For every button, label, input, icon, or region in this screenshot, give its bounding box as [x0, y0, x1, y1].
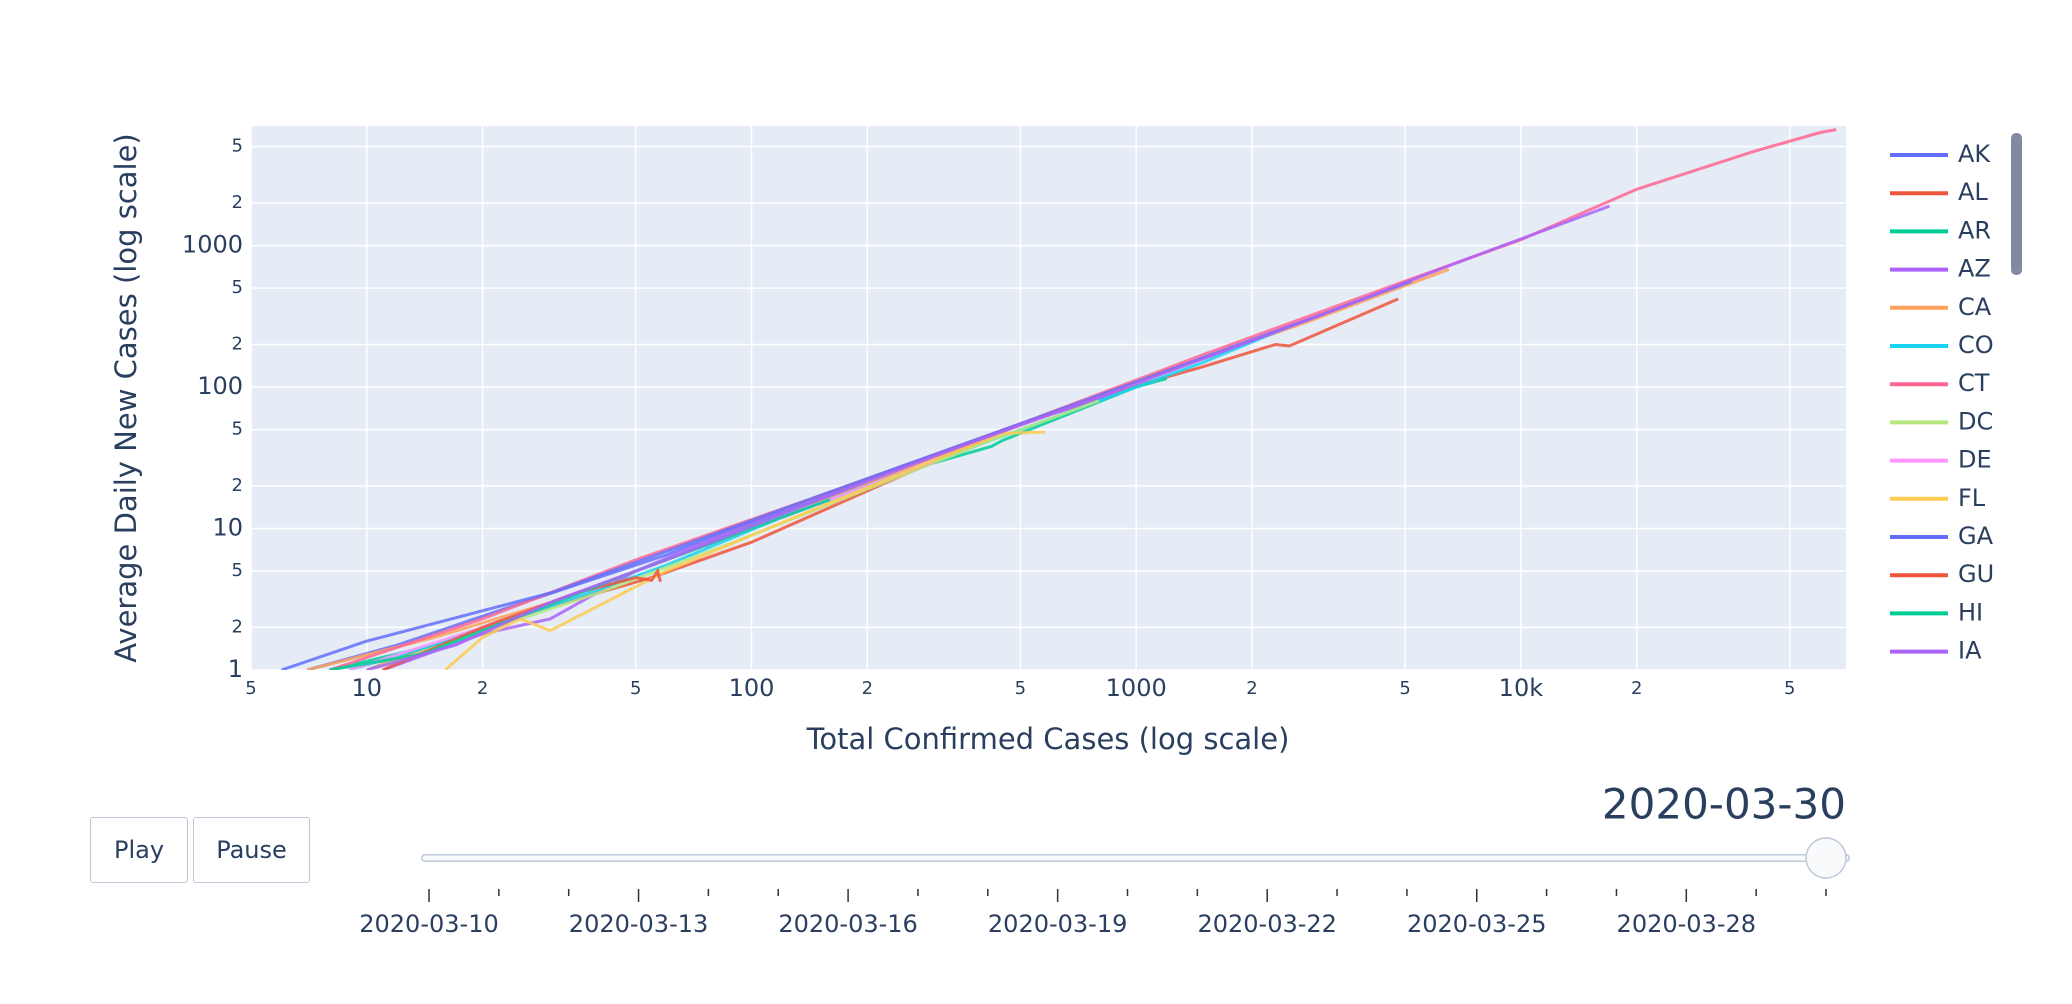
slider-tick-label: 2020-03-22	[1197, 910, 1336, 938]
y-tick-label: 5	[232, 560, 243, 581]
legend-label: DE	[1958, 446, 1992, 474]
x-tick-label: 2	[862, 678, 873, 699]
series-line	[444, 430, 1046, 670]
x-tick-label: 5	[1015, 678, 1026, 699]
slider-current-value: 2020-03-30	[1602, 780, 1846, 829]
legend-scrollbar[interactable]	[2011, 133, 2022, 275]
x-tick-label: 5	[245, 678, 256, 699]
play-button[interactable]: Play	[90, 817, 188, 883]
y-tick-label: 1	[228, 655, 243, 683]
series-line	[366, 204, 1611, 670]
series-line	[329, 128, 1837, 670]
series-line	[382, 567, 662, 670]
legend-label: GU	[1958, 560, 1994, 588]
y-tick-label: 2	[232, 616, 243, 637]
x-tick-label: 1000	[1106, 674, 1167, 702]
y-tick-label: 1000	[182, 231, 243, 259]
y-tick-label: 2	[232, 333, 243, 354]
x-axis-title: Total Confirmed Cases (log scale)	[806, 722, 1290, 756]
legend-label: CO	[1958, 331, 1994, 359]
y-tick-label: 5	[232, 136, 243, 157]
x-tick-label: 2	[1246, 678, 1257, 699]
legend-label: GA	[1958, 522, 1994, 550]
y-tick-label: 5	[232, 419, 243, 440]
legend-label: HI	[1958, 598, 1983, 626]
legend-label: AR	[1958, 216, 1991, 244]
slider-tick-label: 2020-03-16	[778, 910, 917, 938]
legend-label: AK	[1958, 140, 1991, 168]
x-tick-label: 2	[477, 678, 488, 699]
x-tick-label: 5	[1399, 678, 1410, 699]
legend-label: DC	[1958, 407, 1993, 435]
y-tick-label: 5	[232, 277, 243, 298]
y-tick-label: 100	[197, 372, 243, 400]
x-tick-label: 5	[1784, 678, 1795, 699]
y-tick-label: 2	[232, 475, 243, 496]
legend-label: CA	[1958, 293, 1992, 321]
slider-tick-label: 2020-03-25	[1407, 910, 1546, 938]
pause-button[interactable]: Pause	[193, 817, 310, 883]
legend-label: AZ	[1958, 255, 1991, 283]
legend-label: AL	[1958, 178, 1988, 206]
legend-label: CT	[1958, 369, 1990, 397]
x-tick-label: 100	[729, 674, 775, 702]
slider-handle[interactable]	[1805, 837, 1847, 879]
y-axis-title: Average Daily New Cases (log scale)	[109, 133, 143, 662]
y-tick-label: 2	[232, 192, 243, 213]
legend-label: IA	[1958, 637, 1982, 665]
slider-tick-label: 2020-03-28	[1617, 910, 1756, 938]
slider-tick-label: 2020-03-10	[359, 910, 498, 938]
x-tick-label: 2	[1631, 678, 1642, 699]
slider-tick-label: 2020-03-13	[569, 910, 708, 938]
slider-tick-label: 2020-03-19	[988, 910, 1127, 938]
x-tick-label: 10	[352, 674, 383, 702]
x-tick-label: 10k	[1499, 674, 1544, 702]
x-tick-label: 5	[630, 678, 641, 699]
y-tick-label: 10	[212, 514, 243, 542]
legend-label: FL	[1958, 484, 1986, 512]
